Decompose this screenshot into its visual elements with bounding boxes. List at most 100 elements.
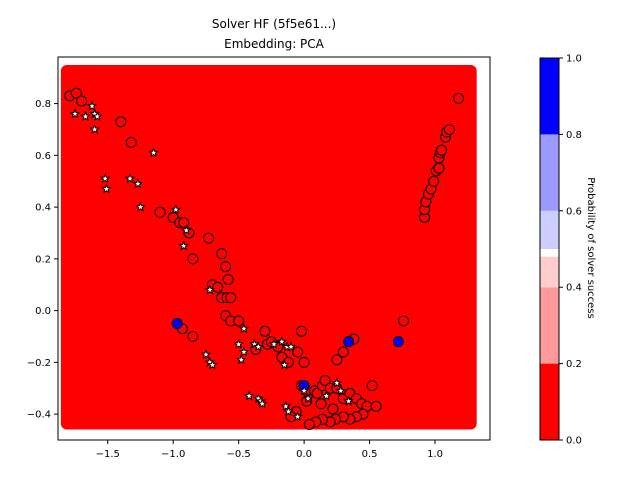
chart-title-line2: Embedding: PCA	[224, 37, 325, 51]
point-failure	[337, 346, 349, 358]
point-star	[101, 183, 112, 194]
point-failure	[331, 354, 343, 366]
point-failure	[433, 162, 445, 174]
point-star	[170, 204, 182, 215]
point-failure	[115, 116, 127, 128]
colorbar-tick-label: 0.0	[566, 436, 582, 447]
point-star	[69, 108, 81, 119]
colorbar	[539, 57, 560, 441]
point-failure	[125, 136, 137, 148]
point-failure	[319, 374, 331, 386]
point-success	[392, 336, 404, 348]
point-star	[283, 405, 294, 417]
point-star	[252, 341, 264, 352]
point-failure	[76, 95, 88, 107]
point-success	[343, 336, 355, 348]
point-failure	[187, 330, 199, 342]
point-failure	[303, 418, 315, 430]
point-failure	[259, 325, 271, 337]
y-tick-label: 0.6	[35, 151, 51, 162]
point-star	[80, 110, 91, 122]
point-failure	[315, 398, 327, 410]
point-failure	[187, 253, 199, 265]
y-tick-label: 0.8	[35, 99, 51, 110]
point-star	[238, 346, 250, 357]
point-failure	[212, 281, 224, 293]
y-tick-label: 0.4	[35, 203, 51, 214]
colorbar-band	[540, 58, 559, 135]
point-failure	[436, 144, 448, 156]
point-star	[204, 284, 216, 295]
point-success	[171, 318, 183, 330]
colorbar-tick-label: 0.6	[566, 206, 582, 217]
colorbar-band	[540, 249, 559, 257]
colorbar-band	[540, 210, 559, 249]
point-star	[135, 201, 146, 212]
x-tick-label: −1.5	[96, 449, 120, 460]
point-failure	[311, 387, 323, 399]
point-star	[207, 359, 218, 370]
point-failure	[295, 325, 307, 337]
point-failure	[233, 315, 245, 327]
x-tick-label: 0.5	[362, 449, 378, 460]
point-failure	[220, 261, 232, 273]
point-star	[268, 338, 280, 349]
point-failure	[398, 315, 410, 327]
point-failure	[292, 346, 304, 358]
colorbar-band	[540, 134, 559, 211]
point-star	[180, 224, 192, 235]
point-star	[285, 341, 297, 352]
point-star	[292, 411, 303, 422]
x-tick-label: 1.0	[427, 449, 443, 460]
plot-frame	[57, 56, 491, 441]
point-star	[89, 123, 100, 134]
point-star	[124, 173, 136, 184]
point-failure	[327, 403, 339, 415]
colorbar-tick-label: 0.4	[566, 283, 582, 294]
point-star	[302, 392, 314, 404]
point-star	[132, 178, 144, 189]
chart-title-line1: Solver HF (5f5e61...)	[212, 17, 336, 31]
y-tick-label: 0.0	[35, 306, 51, 317]
colorbar-band	[540, 363, 559, 440]
point-star	[200, 349, 212, 360]
colorbar-tick-label: 0.2	[566, 359, 582, 370]
point-star	[335, 385, 347, 396]
point-failure	[370, 400, 382, 412]
point-failure	[154, 206, 166, 218]
point-star	[243, 390, 255, 401]
point-failure	[225, 292, 237, 304]
point-star	[178, 240, 189, 251]
colorbar-frame	[539, 57, 560, 441]
point-star	[256, 398, 268, 409]
data-points-layer	[64, 87, 465, 430]
point-star	[279, 359, 290, 370]
x-tick-label: 0.0	[296, 449, 312, 460]
colorbar-label: Probability of solver success	[585, 177, 596, 318]
point-failure	[178, 217, 190, 229]
point-star	[331, 377, 343, 388]
point-failure	[203, 232, 215, 244]
y-tick-label: 0.2	[35, 254, 51, 265]
y-tick-label: −0.4	[27, 410, 51, 421]
point-failure	[216, 248, 228, 260]
y-tick-label: −0.2	[27, 358, 51, 369]
point-failure	[298, 356, 310, 368]
point-star	[99, 173, 111, 184]
point-failure	[366, 380, 378, 392]
point-star	[321, 390, 332, 401]
point-star	[235, 354, 247, 365]
colorbar-band	[540, 256, 559, 288]
point-star	[86, 100, 98, 111]
x-tick-label: −0.5	[227, 449, 251, 460]
point-failure	[70, 87, 82, 99]
point-star	[148, 147, 159, 158]
success-probability-region	[60, 64, 477, 430]
y-axis: −0.4 −0.2 0.0 0.2 0.4 0.6 0.8	[27, 99, 58, 421]
colorbar-axis: 0.0 0.2 0.4 0.6 0.8 1.0	[559, 54, 582, 447]
point-failure	[428, 175, 440, 187]
point-failure	[453, 92, 465, 104]
colorbar-band	[540, 287, 559, 364]
colorbar-tick-label: 0.8	[566, 130, 582, 141]
